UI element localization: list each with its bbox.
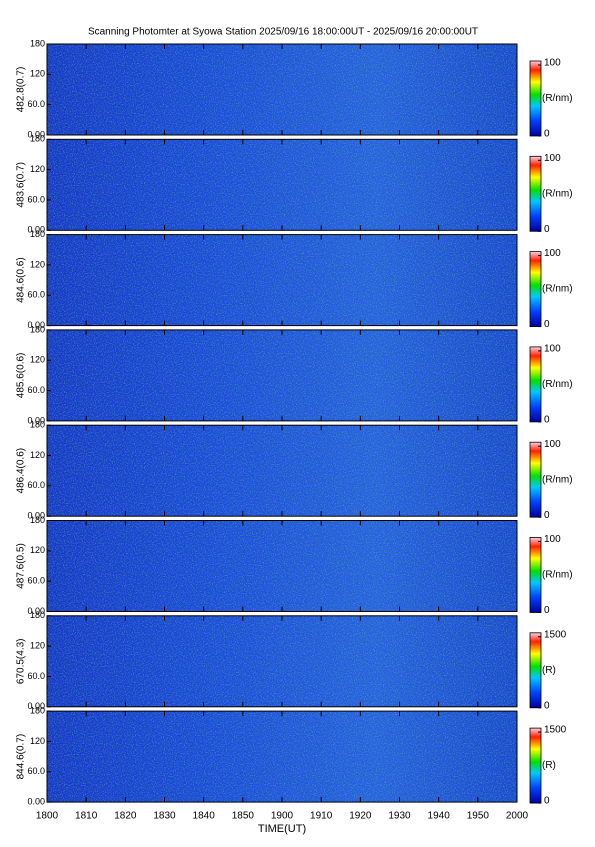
heatmap-noise (47, 425, 517, 517)
colorbar-label: (R/nm) (542, 284, 573, 295)
colorbar-tick-label: 0 (544, 129, 550, 140)
y-axis-label: 670.5(4.3) (16, 639, 27, 685)
y-tick-label: 120 (30, 69, 45, 79)
x-tick-label: 1900 (271, 811, 294, 822)
y-tick-label: 180 (30, 134, 45, 144)
x-tick-label: 1810 (75, 811, 98, 822)
y-tick-label: 120 (30, 355, 45, 365)
x-tick-label: 1930 (388, 811, 411, 822)
colorbar-tick-label: 100 (544, 344, 561, 355)
colorbar-tick-label: 100 (544, 248, 561, 259)
colorbar-tick-label: 100 (544, 534, 561, 545)
y-tick-label: 180 (30, 324, 45, 334)
y-tick-label: 0.00 (27, 511, 45, 521)
y-axis-label: 485.6(0.6) (16, 353, 27, 399)
colorbar (529, 727, 542, 804)
colorbar-label: (R/nm) (542, 379, 573, 390)
x-tick-label: 1840 (193, 811, 216, 822)
y-tick-label: 120 (30, 164, 45, 174)
colorbar-label: (R) (542, 665, 556, 676)
colorbar (529, 537, 542, 613)
y-tick-label: 120 (30, 641, 45, 651)
colorbar-tick-label: 100 (544, 153, 561, 164)
heatmap-noise (47, 329, 517, 421)
colorbar-label: (R/nm) (542, 188, 573, 199)
x-tick-label: 1850 (232, 811, 255, 822)
y-tick-label: 180 (30, 610, 45, 620)
chart-title: Scanning Photomter at Syowa Station 2025… (88, 27, 478, 38)
x-tick-label: 1950 (467, 811, 490, 822)
y-axis-label: 486.4(0.6) (16, 448, 27, 494)
colorbar (529, 60, 542, 137)
x-tick-label: 2000 (506, 811, 529, 822)
colorbar-tick-label: 100 (544, 439, 561, 450)
y-tick-label: 180 (30, 38, 45, 48)
colorbar-tick-label: 0 (544, 510, 550, 521)
y-tick-label: 120 (30, 259, 45, 269)
y-tick-label: 180 (30, 515, 45, 525)
y-tick-label: 0.00 (27, 796, 45, 806)
y-axis-label: 483.6(0.7) (16, 162, 27, 208)
x-tick-label: 1800 (36, 811, 59, 822)
y-tick-label: 0.00 (27, 701, 45, 711)
y-tick-label: 0.00 (27, 129, 45, 139)
heatmap-noise (47, 711, 517, 803)
colorbar-label: (R) (542, 760, 556, 771)
heatmap-noise (47, 139, 517, 231)
heatmap-noise (47, 44, 517, 135)
y-tick-label: 120 (30, 545, 45, 555)
x-tick-label: 1830 (153, 811, 176, 822)
heatmap-noise (47, 520, 517, 612)
x-tick-label: 1920 (349, 811, 372, 822)
y-tick-label: 60.0 (27, 290, 45, 300)
colorbar-tick-label: 0 (544, 605, 550, 616)
colorbar (529, 251, 542, 328)
colorbar-tick-label: 0 (544, 700, 550, 711)
y-tick-label: 60.0 (27, 766, 45, 776)
colorbar-tick-label: 0 (544, 415, 550, 426)
y-tick-label: 60.0 (27, 99, 45, 109)
colorbar-tick-label: 0 (544, 796, 550, 807)
y-tick-label: 120 (30, 736, 45, 746)
colorbar-tick-label: 1500 (544, 725, 567, 736)
colorbar-label: (R/nm) (542, 570, 573, 581)
y-axis-label: 482.8(0.7) (16, 67, 27, 113)
colorbar-tick-label: 1500 (544, 629, 567, 640)
y-tick-label: 60.0 (27, 385, 45, 395)
colorbar (529, 346, 542, 423)
y-tick-label: 60.0 (27, 671, 45, 681)
colorbar (529, 632, 542, 709)
x-tick-label: 1940 (428, 811, 451, 822)
colorbar-tick-label: 0 (544, 224, 550, 235)
y-tick-label: 60.0 (27, 194, 45, 204)
y-tick-label: 0.00 (27, 415, 45, 425)
x-axis-label: TIME(UT) (258, 823, 306, 835)
colorbar-label: (R/nm) (542, 93, 573, 104)
colorbar (529, 441, 542, 518)
colorbar-label: (R/nm) (542, 474, 573, 485)
y-axis-label: 484.6(0.6) (16, 257, 27, 303)
y-tick-label: 180 (30, 420, 45, 430)
x-tick-label: 1910 (310, 811, 333, 822)
y-tick-label: 0.00 (27, 320, 45, 330)
colorbar-tick-label: 100 (544, 58, 561, 69)
heatmap-noise (47, 615, 517, 707)
y-tick-label: 120 (30, 450, 45, 460)
heatmap-noise (47, 234, 517, 326)
y-tick-label: 180 (30, 705, 45, 715)
y-tick-label: 180 (30, 229, 45, 239)
x-tick-label: 1820 (114, 811, 137, 822)
y-tick-label: 60.0 (27, 480, 45, 490)
y-tick-label: 0.00 (27, 606, 45, 616)
y-axis-label: 487.6(0.5) (16, 543, 27, 589)
y-tick-label: 0.00 (27, 225, 45, 235)
y-axis-label: 844.6(0.7) (16, 734, 27, 780)
colorbar-tick-label: 0 (544, 319, 550, 330)
y-tick-label: 60.0 (27, 576, 45, 586)
colorbar (529, 155, 542, 232)
